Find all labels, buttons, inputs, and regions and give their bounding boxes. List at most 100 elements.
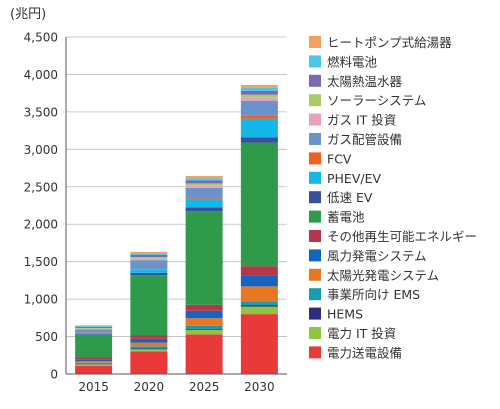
legend-swatch — [309, 269, 321, 281]
bar-segment — [75, 328, 112, 329]
bar-segment — [130, 260, 167, 269]
legend-swatch — [309, 75, 321, 87]
bar-segment — [186, 188, 223, 198]
legend-label: 太陽熱温水器 — [327, 74, 403, 89]
y-tick-label: 500 — [35, 330, 58, 344]
legend-label: 燃料電池 — [327, 54, 378, 69]
bar-segment — [186, 318, 223, 325]
legend-label: ソーラーシステム — [327, 93, 426, 108]
bar-segment — [241, 137, 278, 142]
bar-segment — [130, 335, 167, 339]
bar-segment — [241, 314, 278, 374]
bar-segment — [186, 178, 223, 180]
y-tick-label: 3,000 — [24, 143, 58, 157]
bar-segment — [186, 305, 223, 311]
legend-label: 低速 EV — [327, 190, 373, 205]
legend-label: ガス IT 投資 — [327, 113, 396, 128]
legend-swatch — [309, 36, 321, 48]
legend-swatch — [309, 249, 321, 261]
bar-segment — [75, 334, 112, 335]
bar-segment — [186, 330, 223, 334]
bar-segment — [75, 366, 112, 374]
legend-swatch — [309, 94, 321, 106]
y-tick-label: 4,000 — [24, 68, 58, 82]
y-tick-label: 0 — [50, 368, 58, 382]
bar-segment — [241, 143, 278, 267]
y-tick-label: 3,500 — [24, 105, 58, 119]
bar-segment — [241, 116, 278, 119]
bar-segment — [130, 346, 167, 348]
bar-segment — [241, 301, 278, 305]
y-tick-label: 2,500 — [24, 180, 58, 194]
legend-swatch — [309, 346, 321, 358]
bar-segment — [75, 335, 112, 357]
bar-segment — [75, 327, 112, 328]
bar-segment — [130, 255, 167, 257]
legend-label: ガス配管設備 — [327, 132, 402, 147]
bar-segment — [241, 286, 278, 301]
bar-segment — [186, 207, 223, 211]
bar-segment — [186, 183, 223, 185]
bar-segment — [186, 311, 223, 318]
bar-segment — [241, 91, 278, 95]
bar-segment — [241, 101, 278, 116]
bar-segment — [130, 269, 167, 270]
bar-segment — [241, 119, 278, 138]
bar-segment — [241, 85, 278, 88]
legend-swatch — [309, 152, 321, 164]
bar-segment — [75, 358, 112, 360]
bar-segment — [186, 211, 223, 305]
bar-segment — [241, 88, 278, 91]
bar-segment — [75, 365, 112, 366]
bar-segment — [130, 343, 167, 347]
bar-segment — [75, 329, 112, 332]
bar-segment — [75, 363, 112, 364]
x-tick-label: 2015 — [78, 380, 109, 394]
bar-segment — [130, 349, 167, 350]
bars-layer — [75, 85, 278, 374]
bar-segment — [186, 180, 223, 183]
y-tick-label: 4,500 — [24, 31, 58, 45]
bar-segment — [241, 266, 278, 275]
bar-segment — [130, 257, 167, 258]
legend-swatch — [309, 55, 321, 67]
bar-segment — [130, 270, 167, 273]
bar-segment — [75, 325, 112, 326]
bar-segment — [130, 253, 167, 254]
legend-swatch — [309, 288, 321, 300]
legend-swatch — [309, 133, 321, 145]
legend-label: 風力発電システム — [327, 248, 427, 263]
legend-label: 電力 IT 投資 — [327, 326, 396, 341]
bar-segment — [186, 198, 223, 199]
bar-segment — [186, 334, 223, 374]
legend-label: HEMS — [327, 307, 363, 322]
bar-segment — [130, 252, 167, 253]
legend-label: FCV — [327, 151, 352, 166]
bar-segment — [75, 329, 112, 330]
bar-segment — [186, 176, 223, 178]
legend-label: 事業所向け EMS — [327, 287, 420, 302]
bar-segment — [130, 349, 167, 351]
bar-segment — [75, 326, 112, 327]
legend-swatch — [309, 211, 321, 223]
bar-segment — [186, 326, 223, 329]
bar-segment — [130, 275, 167, 335]
bar-segment — [241, 95, 278, 98]
legend-label: ヒートポンプ式給湯器 — [327, 35, 452, 50]
x-tick-label: 2020 — [134, 380, 165, 394]
legend-label: PHEV/EV — [327, 171, 381, 186]
bar-segment — [241, 275, 278, 286]
bar-segment — [241, 305, 278, 306]
legend-label: その他再生可能エネルギー — [327, 229, 477, 244]
bar-segment — [241, 98, 278, 101]
bar-segment — [75, 360, 112, 361]
bar-segment — [75, 361, 112, 362]
unit-label: (兆円) — [10, 7, 46, 22]
legend-swatch — [309, 114, 321, 126]
y-tick-label: 1,500 — [24, 255, 58, 269]
bar-segment — [130, 339, 167, 343]
y-tick-label: 1,000 — [24, 293, 58, 307]
